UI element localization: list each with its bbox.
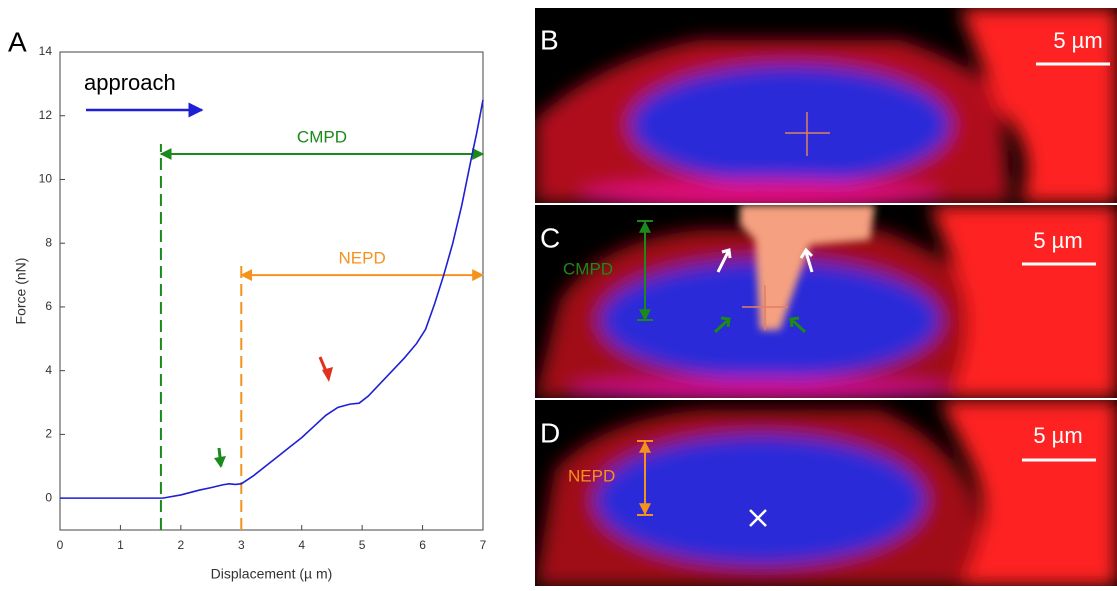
y-tick-label: 6 [45, 299, 52, 313]
x-tick-label: 2 [178, 538, 185, 552]
red-arrow-head [322, 367, 333, 382]
x-axis-label: Displacement (µ m) [211, 566, 333, 582]
green-arrow-head [214, 456, 226, 468]
y-tick-label: 8 [45, 235, 52, 249]
plot-frame [59, 51, 484, 531]
scale-bar-label: 5 µm [1053, 28, 1102, 53]
annotation-label: NEPD [339, 249, 386, 268]
x-tick-label: 0 [57, 538, 64, 552]
image-annotation: CMPD [563, 259, 613, 278]
image-label: D [540, 417, 560, 448]
y-tick-label: 12 [39, 108, 53, 122]
divider [535, 398, 1117, 400]
x-tick-label: 5 [359, 538, 366, 552]
y-tick-label: 14 [39, 44, 53, 58]
x-tick-label: 3 [238, 538, 245, 552]
scale-bar-label: 5 µm [1033, 228, 1082, 253]
image-label: C [540, 222, 560, 253]
image-b [535, 8, 1117, 203]
x-tick-label: 7 [480, 538, 487, 552]
y-tick-label: 10 [39, 172, 53, 186]
x-tick-label: 1 [117, 538, 124, 552]
data-line [60, 99, 484, 499]
y-tick-label: 4 [45, 363, 52, 377]
x-tick-label: 4 [298, 538, 305, 552]
y-tick-label: 2 [45, 427, 52, 441]
annotation-label: CMPD [297, 127, 347, 146]
image-d [535, 400, 1117, 586]
y-axis-label: Force (nN) [13, 258, 29, 325]
legend-label: approach [84, 70, 176, 95]
x-tick-label: 6 [419, 538, 426, 552]
image-annotation: NEPD [568, 466, 615, 485]
scale-bar-label: 5 µm [1033, 423, 1082, 448]
y-tick-label: 0 [45, 490, 52, 504]
image-label: B [540, 24, 559, 55]
divider [535, 203, 1117, 205]
image-c [535, 205, 1117, 398]
panel-label: A [8, 26, 27, 57]
